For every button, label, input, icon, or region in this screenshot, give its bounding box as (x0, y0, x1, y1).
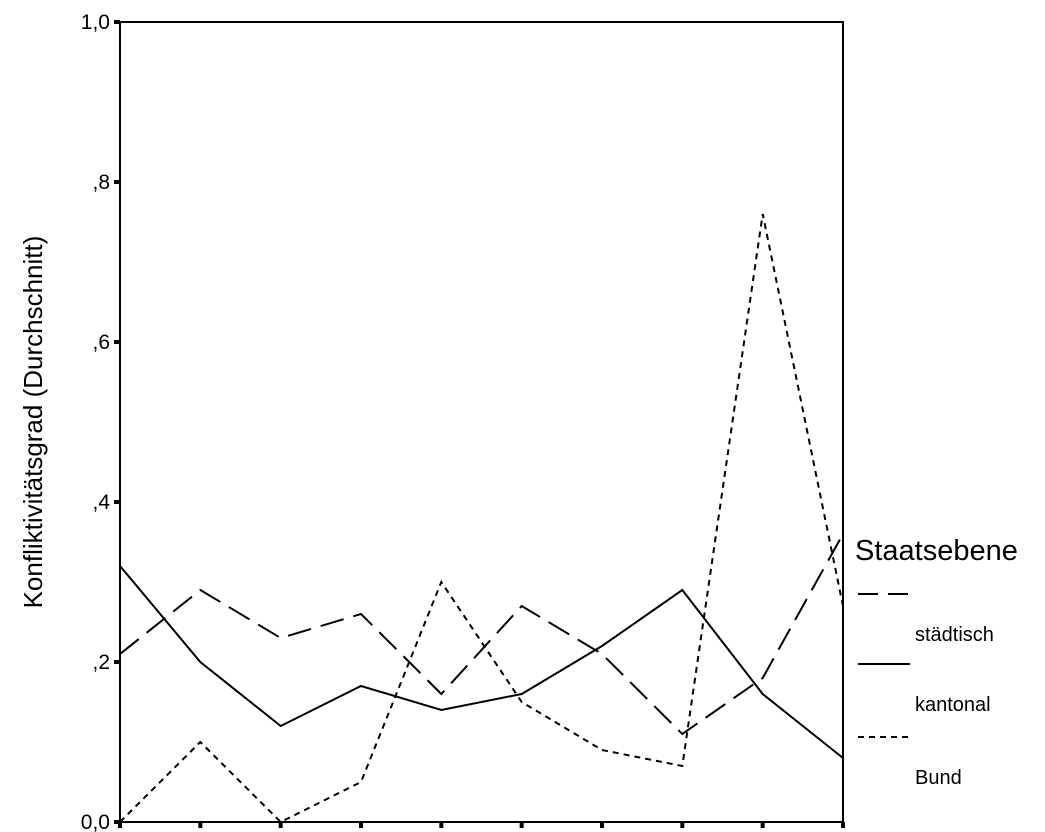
x-tick-label: 1994 (338, 830, 385, 832)
legend-label: Bund (915, 767, 962, 789)
x-tick-label: 1991 (97, 830, 144, 832)
y-tick-label: ,2 (92, 651, 110, 674)
y-tick-label: ,6 (92, 331, 110, 354)
x-tick-label: 2000 (820, 830, 867, 832)
y-tick-label: 0,0 (81, 811, 110, 832)
x-tick-label: 1996 (498, 830, 545, 832)
legend: Staatsebene städtisch kantonal Bund (855, 535, 1018, 789)
legend-label: städtisch (915, 624, 994, 646)
series-lines (119, 213, 844, 824)
x-tick-label: 1993 (257, 830, 304, 832)
x-tick-label: 1995 (418, 830, 465, 832)
legend-title: Staatsebene (855, 535, 1018, 567)
x-tick-label: 1998 (659, 830, 706, 832)
y-tick-label: 1,0 (81, 11, 110, 34)
x-tick-label: 1997 (579, 830, 626, 832)
series-line-kantonal (119, 565, 844, 759)
series-line-städtisch (119, 533, 844, 736)
x-tick-label: 1992 (177, 830, 224, 832)
y-axis-label: Konfliktivitätsgrad (Durchschnitt) (18, 236, 48, 609)
series-line-Bund (119, 213, 844, 824)
y-tick-label: ,8 (92, 171, 110, 194)
legend-label: kantonal (915, 694, 991, 716)
plot-frame (119, 21, 844, 823)
axis-ticks: 0,0 ,2 ,4 ,6 ,8 1,0 1991 1992 1993 1994 1995 1996 19… (81, 11, 867, 832)
x-tick-label: 1999 (739, 830, 786, 832)
y-tick-label: ,4 (92, 491, 110, 514)
